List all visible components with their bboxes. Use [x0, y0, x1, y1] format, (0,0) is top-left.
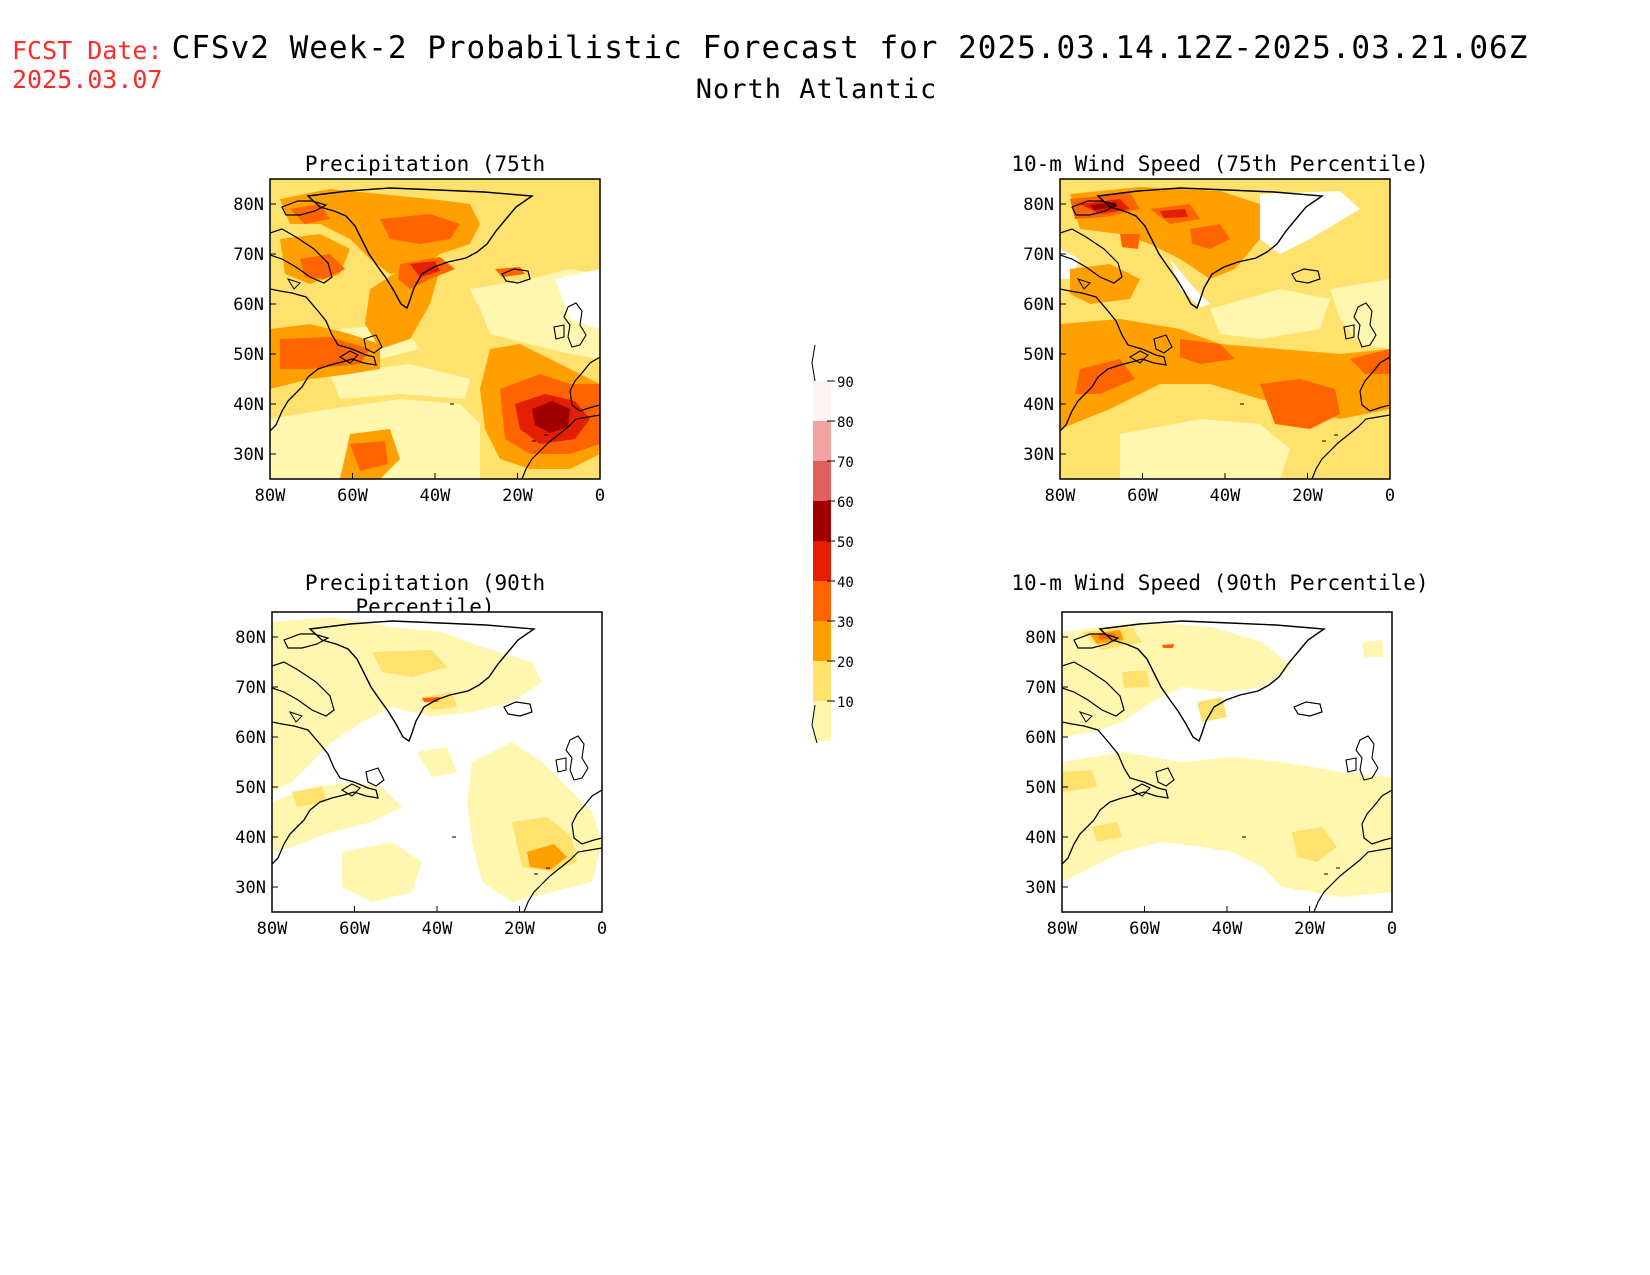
lon-tick-label: 20W	[502, 486, 533, 506]
fcst-date-label: FCST Date:	[12, 36, 163, 65]
lon-tick-label: 60W	[1127, 486, 1158, 506]
lat-tick-label: 30N	[235, 878, 266, 898]
lat-tick-label: 80N	[233, 195, 264, 215]
colorbar-label: 70	[837, 455, 854, 471]
lat-tick-label: 50N	[1023, 345, 1054, 365]
panel-precip-90	[271, 611, 603, 913]
lat-tick-label: 50N	[233, 345, 264, 365]
lon-tick-label: 20W	[504, 919, 535, 939]
lon-tick-label: 40W	[420, 486, 451, 506]
lat-tick-label: 80N	[1023, 195, 1054, 215]
lon-tick-label: 40W	[1212, 919, 1243, 939]
colorbar-swatch	[813, 501, 831, 541]
lat-tick-label: 80N	[1025, 628, 1056, 648]
colorbar-swatch	[813, 581, 831, 621]
lon-tick-label: 0	[1385, 486, 1395, 506]
fcst-date-block: FCST Date: 2025.03.07	[12, 36, 163, 94]
colorbar-swatch	[813, 701, 831, 741]
lat-tick-label: 50N	[235, 778, 266, 798]
lat-tick-label: 70N	[235, 678, 266, 698]
lon-tick-label: 60W	[339, 919, 370, 939]
colorbar-swatch	[813, 661, 831, 701]
colorbar-swatch	[813, 461, 831, 501]
lon-tick-label: 60W	[337, 486, 368, 506]
lat-tick-label: 30N	[233, 445, 264, 465]
fcst-date-value: 2025.03.07	[12, 65, 163, 94]
lat-tick-label: 40N	[233, 395, 264, 415]
lon-tick-label: 20W	[1294, 919, 1325, 939]
lon-tick-label: 40W	[1210, 486, 1241, 506]
lat-tick-label: 60N	[235, 728, 266, 748]
lat-tick-label: 40N	[1025, 828, 1056, 848]
lat-tick-label: 40N	[1023, 395, 1054, 415]
lat-tick-label: 30N	[1023, 445, 1054, 465]
colorbar-label: 50	[837, 535, 854, 551]
lat-tick-label: 60N	[233, 295, 264, 315]
lon-tick-label: 40W	[422, 919, 453, 939]
lon-tick-label: 0	[597, 919, 607, 939]
lon-tick-label: 0	[595, 486, 605, 506]
colorbar-label: 30	[837, 615, 854, 631]
lon-tick-label: 0	[1387, 919, 1397, 939]
panel-wind-90	[1061, 611, 1393, 913]
lon-tick-label: 20W	[1292, 486, 1323, 506]
lat-tick-label: 50N	[1025, 778, 1056, 798]
colorbar-label: 80	[837, 415, 854, 431]
colorbar-label: 10	[837, 695, 854, 711]
lon-tick-label: 80W	[257, 919, 288, 939]
lat-tick-label: 70N	[1025, 678, 1056, 698]
lon-tick-label: 80W	[255, 486, 286, 506]
lat-tick-label: 40N	[235, 828, 266, 848]
colorbar-label: 40	[837, 575, 854, 591]
panel-wind-75	[1059, 178, 1391, 480]
lat-tick-label: 70N	[1023, 245, 1054, 265]
panel-title-wind-90: 10-m Wind Speed (90th Percentile)	[1011, 571, 1429, 595]
colorbar-swatch	[813, 621, 831, 661]
colorbar-swatch	[813, 541, 831, 581]
colorbar-swatch	[813, 381, 831, 421]
colorbar-label: 90	[837, 375, 854, 391]
lat-tick-label: 60N	[1025, 728, 1056, 748]
page-title: CFSv2 Week-2 Probabilistic Forecast for …	[171, 30, 1529, 66]
region-subtitle: North Atlantic	[695, 74, 938, 105]
panel-title-wind-75: 10-m Wind Speed (75th Percentile)	[1011, 152, 1429, 176]
lat-tick-label: 70N	[233, 245, 264, 265]
colorbar-swatch	[813, 421, 831, 461]
lat-tick-label: 30N	[1025, 878, 1056, 898]
panel-precip-75	[269, 178, 601, 480]
colorbar-label: 60	[837, 495, 854, 511]
colorbar: 90 80 70 60 50 40 30 20 10	[811, 344, 854, 744]
lon-tick-label: 60W	[1129, 919, 1160, 939]
lon-tick-label: 80W	[1045, 486, 1076, 506]
colorbar-label: 20	[837, 655, 854, 671]
lat-tick-label: 60N	[1023, 295, 1054, 315]
lon-tick-label: 80W	[1047, 919, 1078, 939]
axis-labels: 80N 70N 60N 50N 40N 30N 80W 60W 40W 20W 0 80N 70N 60N…	[233, 195, 1397, 939]
lat-tick-label: 80N	[235, 628, 266, 648]
